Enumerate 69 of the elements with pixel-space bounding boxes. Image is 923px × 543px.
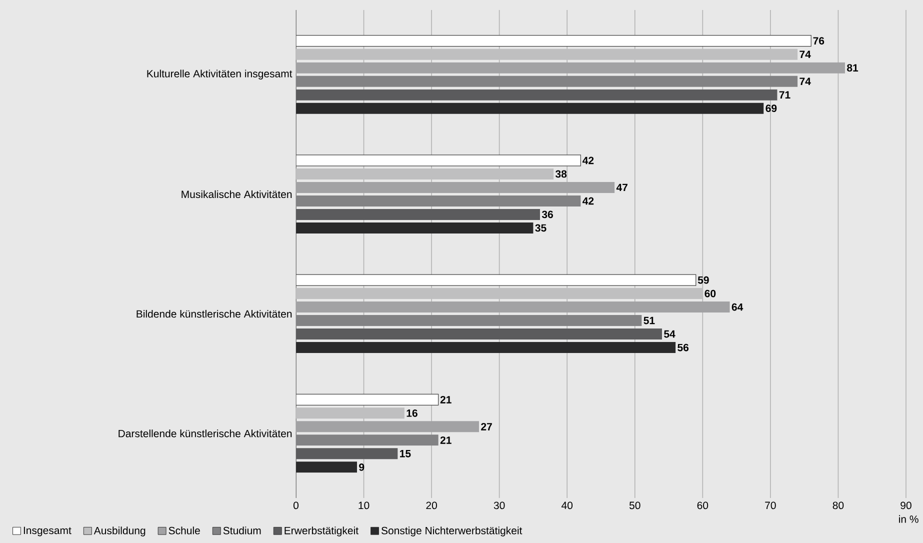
data-label: 60 xyxy=(704,290,716,298)
bar xyxy=(296,394,439,406)
bar xyxy=(296,182,615,193)
legend-label: Studium xyxy=(223,526,261,534)
bar xyxy=(296,89,778,100)
bar xyxy=(296,462,357,473)
bar xyxy=(296,408,404,419)
data-label: 15 xyxy=(400,450,411,458)
bar xyxy=(296,222,534,234)
data-label: 21 xyxy=(440,396,452,404)
data-label: 38 xyxy=(555,170,567,178)
data-label: 74 xyxy=(800,50,811,58)
bar xyxy=(296,315,642,326)
x-tick-label: 90 xyxy=(900,502,912,510)
x-tick-label: 40 xyxy=(562,502,573,510)
bar xyxy=(296,168,554,180)
bar xyxy=(296,448,398,460)
data-label: 36 xyxy=(542,210,553,218)
data-label: 27 xyxy=(481,422,492,430)
bar xyxy=(296,434,438,446)
data-label: 81 xyxy=(847,64,858,72)
bar xyxy=(296,288,703,300)
data-label: 59 xyxy=(698,276,709,284)
x-axis-title: in % xyxy=(899,515,918,523)
x-tick-label: 70 xyxy=(765,502,776,510)
y-tick-label: Kulturelle Aktivitäten insgesamt xyxy=(147,70,292,80)
data-label: 21 xyxy=(440,436,452,444)
bar xyxy=(296,62,845,74)
data-label: 35 xyxy=(535,224,546,232)
x-tick-label: 30 xyxy=(494,502,505,510)
legend-label: Insgesamt xyxy=(24,526,72,536)
legend-label: Ausbildung xyxy=(94,526,146,536)
bar xyxy=(296,102,764,114)
data-label: 64 xyxy=(732,303,744,311)
data-label: 71 xyxy=(779,91,790,98)
bar xyxy=(296,48,798,60)
x-tick-label: 0 xyxy=(293,502,299,510)
x-tick-label: 80 xyxy=(832,502,844,510)
bar xyxy=(296,328,662,340)
bar xyxy=(296,35,812,47)
data-label: 42 xyxy=(582,156,594,164)
x-tick-label: 50 xyxy=(629,502,640,510)
y-tick-label: Musikalische Aktivitäten xyxy=(182,190,292,198)
x-tick-label: 20 xyxy=(426,502,437,510)
x-tick-label: 60 xyxy=(697,502,708,510)
data-label: 54 xyxy=(664,330,676,338)
bar xyxy=(296,274,696,286)
data-label: 69 xyxy=(766,104,777,112)
y-tick-label: Bildende künstlerische Aktivitäten xyxy=(136,310,292,318)
legend-label: Schule xyxy=(168,526,200,534)
data-label: 47 xyxy=(616,184,628,192)
data-label: 56 xyxy=(678,344,689,352)
legend-label: Sonstige Nichterwerbstätigkeit xyxy=(381,526,522,536)
bar xyxy=(296,195,581,206)
y-tick-label: Darstellende künstlerische Aktivitäten xyxy=(118,430,292,438)
data-label: 16 xyxy=(406,409,418,417)
data-label: 42 xyxy=(582,197,594,205)
bar xyxy=(296,421,479,432)
bar xyxy=(296,302,730,313)
data-label: 51 xyxy=(644,316,655,324)
data-label: 74 xyxy=(800,78,811,85)
x-tick-label: 10 xyxy=(358,502,370,510)
bar xyxy=(296,342,676,354)
bar xyxy=(296,154,581,166)
data-label: 76 xyxy=(813,37,824,45)
bar xyxy=(296,208,540,220)
bar xyxy=(296,76,798,87)
legend-label: Erwerbstätigkeit xyxy=(284,526,358,536)
data-label: 9 xyxy=(359,463,364,471)
